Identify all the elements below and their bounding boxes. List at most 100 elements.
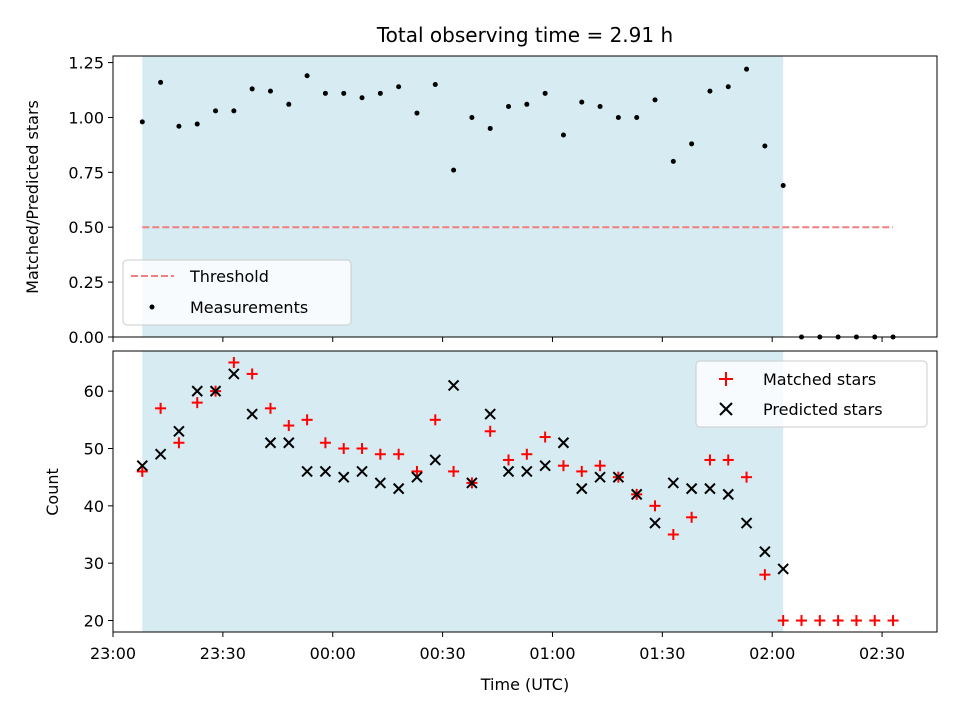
x-tick-label: 00:30 [420, 644, 466, 663]
measurement-point [231, 108, 237, 114]
top-x-ticks [112, 337, 883, 342]
predicted-stars-legend-label: Predicted stars [763, 400, 883, 419]
y-tick-label: 60 [84, 382, 104, 401]
measurement-point [414, 110, 420, 116]
matched-star-point [795, 615, 807, 627]
predicted-star-point [301, 465, 313, 478]
predicted-star-point [667, 477, 680, 489]
measurement-point [249, 86, 255, 92]
matched-stars-legend-label: Matched stars [763, 370, 876, 389]
x-axis-label: Time (UTC) [480, 675, 569, 694]
matched-star-point [649, 500, 661, 512]
bottom-shaded-span [142, 351, 784, 632]
measurement-point [341, 90, 347, 96]
matched-star-point [228, 356, 240, 368]
matched-star-point [173, 437, 185, 449]
predicted-star-point [521, 465, 533, 478]
measurement-point [213, 108, 219, 114]
x-tick-label: 00:00 [310, 644, 356, 663]
matched-star-point [832, 615, 844, 627]
matched-star-point [869, 615, 881, 627]
measurement-point [304, 73, 310, 79]
predicted-star-point [264, 437, 277, 449]
x-tick-label: 01:30 [639, 644, 685, 663]
measurement-point [396, 84, 402, 90]
matched-star-point [741, 471, 753, 483]
measurement-point [597, 103, 603, 109]
measurement-point [267, 88, 273, 94]
predicted-star-point [228, 368, 240, 380]
matched-star-point [429, 414, 441, 426]
bottom-panel: 20 30 40 50 60 23:00 23:30 00:00 00:30 01:00 01:3… [43, 350, 938, 694]
predicted-star-point [136, 459, 149, 472]
predicted-star-point [557, 437, 570, 449]
bottom-y-ticks: 20 30 40 50 60 [84, 382, 113, 631]
matched-star-point [503, 454, 515, 466]
measurements-legend-label: Measurements [190, 298, 308, 317]
predicted-star-point [777, 563, 789, 575]
measurements-legend-swatch [149, 304, 155, 310]
measurement-point [634, 114, 640, 120]
bottom-axes-frame [112, 350, 938, 633]
matched-star-point [246, 368, 258, 380]
measurement-point [377, 90, 383, 96]
predicted-star-point [740, 517, 753, 529]
matched-star-point [686, 511, 698, 523]
matched-star-point [136, 465, 148, 477]
predicted-star-point [447, 379, 460, 392]
predicted-star-point [374, 477, 387, 489]
matched-star-point [155, 402, 167, 414]
matched-star-point [521, 448, 533, 460]
predicted-star-point [502, 465, 515, 478]
matched-star-point [264, 402, 276, 414]
predicted-stars-legend-swatch [719, 402, 733, 416]
predicted-star-point [466, 477, 478, 489]
matched-star-point [319, 437, 331, 449]
bottom-y-axis-label: Count [43, 468, 62, 516]
predicted-star-point [356, 465, 368, 478]
predicted-star-point [704, 482, 716, 495]
x-tick-label: 01:00 [529, 644, 575, 663]
matched-star-point [411, 465, 423, 477]
predicted-star-point [173, 425, 185, 437]
bottom-x-ticks: 23:00 23:30 00:00 00:30 01:00 01:30 02:00 02:30 [90, 632, 905, 663]
matched-star-point [667, 529, 679, 541]
predicted-star-point [685, 482, 698, 495]
predicted-star-point [319, 465, 332, 478]
x-tick-label: 23:00 [90, 644, 136, 663]
y-tick-label: 50 [84, 439, 104, 458]
x-tick-label: 02:30 [859, 644, 905, 663]
matched-star-point [704, 454, 716, 466]
measurement-point [762, 143, 768, 149]
measurement-point [139, 119, 145, 125]
measurement-point [451, 167, 457, 173]
measurement-point [359, 95, 365, 101]
y-tick-label: 0.25 [68, 273, 104, 292]
measurement-point [158, 79, 164, 85]
threshold-legend-label: Threshold [189, 267, 269, 286]
predicted-star-point [338, 471, 350, 483]
measurement-point [176, 123, 182, 129]
matched-star-point [594, 460, 606, 472]
measurement-point [286, 101, 292, 107]
measurement-point [322, 90, 328, 96]
measurement-point [744, 66, 750, 72]
matched-star-point [850, 615, 862, 627]
top-axes-frame [112, 55, 938, 338]
predicted-star-point [649, 517, 661, 529]
matched-star-point [374, 448, 386, 460]
measurement-point [560, 132, 566, 138]
measurement-point [780, 183, 786, 189]
top-legend: Threshold Measurements [122, 259, 352, 326]
measurement-point [707, 88, 713, 94]
matched-star-point [557, 460, 569, 472]
predicted-star-point [283, 437, 295, 449]
bottom-legend: Matched stars Predicted stars [695, 360, 928, 428]
predicted-star-point [576, 482, 588, 495]
y-tick-label: 30 [84, 554, 104, 573]
top-y-ticks: 0.00 0.25 0.50 0.75 1.00 1.25 [68, 54, 113, 347]
predicted-star-point [612, 471, 625, 483]
predicted-stars-series [136, 368, 789, 575]
measurement-point [670, 158, 676, 164]
